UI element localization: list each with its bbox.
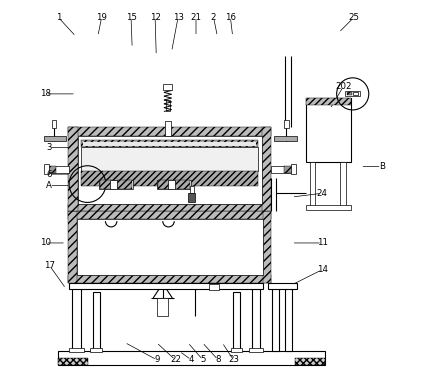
- Bar: [81, 171, 258, 186]
- Bar: [174, 179, 190, 189]
- Bar: [306, 205, 351, 210]
- Bar: [81, 147, 258, 171]
- Text: 12: 12: [150, 13, 161, 22]
- Bar: [284, 166, 294, 172]
- Bar: [209, 284, 219, 290]
- Text: 6: 6: [47, 170, 52, 179]
- Text: B: B: [379, 162, 385, 171]
- Text: 16: 16: [225, 13, 236, 22]
- Bar: [58, 358, 88, 365]
- Bar: [44, 136, 67, 141]
- Text: 10: 10: [40, 238, 51, 248]
- Text: 13: 13: [173, 13, 183, 22]
- Text: 1: 1: [56, 13, 61, 22]
- Bar: [252, 288, 260, 351]
- Bar: [83, 142, 256, 146]
- Bar: [158, 180, 172, 189]
- Bar: [341, 162, 346, 209]
- Text: 19: 19: [96, 13, 107, 22]
- Bar: [274, 136, 297, 141]
- Bar: [262, 211, 271, 283]
- Bar: [68, 127, 271, 136]
- Bar: [81, 140, 258, 147]
- Bar: [188, 193, 195, 203]
- Bar: [69, 283, 263, 289]
- Bar: [44, 164, 49, 174]
- Bar: [157, 298, 168, 316]
- Bar: [100, 180, 114, 189]
- Text: 18: 18: [40, 89, 51, 99]
- Bar: [68, 275, 271, 283]
- Bar: [345, 91, 360, 96]
- Text: 11: 11: [317, 238, 328, 248]
- Text: 21: 21: [190, 13, 202, 22]
- Bar: [68, 211, 271, 219]
- Bar: [46, 166, 56, 172]
- Bar: [310, 162, 315, 209]
- Bar: [117, 180, 132, 189]
- Bar: [285, 284, 292, 351]
- Bar: [262, 127, 271, 211]
- Text: 3: 3: [47, 143, 52, 152]
- Bar: [68, 127, 78, 211]
- Bar: [249, 348, 263, 352]
- Text: 9: 9: [155, 355, 160, 365]
- Bar: [295, 358, 325, 365]
- Text: 2: 2: [211, 13, 216, 22]
- Bar: [175, 180, 190, 189]
- Text: 25: 25: [349, 13, 359, 22]
- Bar: [69, 348, 83, 352]
- Bar: [99, 179, 115, 189]
- Bar: [68, 204, 271, 211]
- Bar: [291, 164, 296, 174]
- Bar: [306, 98, 351, 162]
- Bar: [190, 186, 194, 193]
- Bar: [72, 288, 80, 351]
- Bar: [58, 351, 325, 365]
- Bar: [78, 136, 262, 204]
- Text: 5: 5: [200, 355, 206, 365]
- Bar: [284, 120, 289, 128]
- Bar: [52, 120, 56, 128]
- Text: 14: 14: [317, 265, 328, 274]
- Text: 22: 22: [170, 355, 181, 365]
- Bar: [163, 84, 172, 90]
- Bar: [347, 92, 352, 95]
- Bar: [233, 292, 240, 351]
- Bar: [77, 219, 262, 275]
- Bar: [116, 179, 133, 189]
- Text: 4: 4: [189, 355, 194, 365]
- Bar: [353, 92, 358, 95]
- Bar: [46, 166, 69, 172]
- Text: 202: 202: [335, 82, 352, 91]
- Bar: [168, 180, 174, 189]
- Bar: [90, 348, 102, 352]
- Text: 8: 8: [215, 355, 221, 365]
- Bar: [268, 283, 297, 289]
- Bar: [165, 121, 171, 136]
- Bar: [272, 288, 278, 351]
- Text: 24: 24: [317, 189, 328, 198]
- Bar: [231, 348, 242, 352]
- Text: 23: 23: [228, 355, 239, 365]
- Text: 17: 17: [44, 261, 55, 270]
- Bar: [68, 211, 77, 283]
- Text: A: A: [46, 181, 52, 190]
- Bar: [306, 98, 351, 105]
- Bar: [166, 100, 170, 112]
- Bar: [157, 179, 173, 189]
- Text: 15: 15: [126, 13, 137, 22]
- Bar: [111, 180, 116, 189]
- Bar: [93, 292, 100, 351]
- Bar: [271, 166, 294, 172]
